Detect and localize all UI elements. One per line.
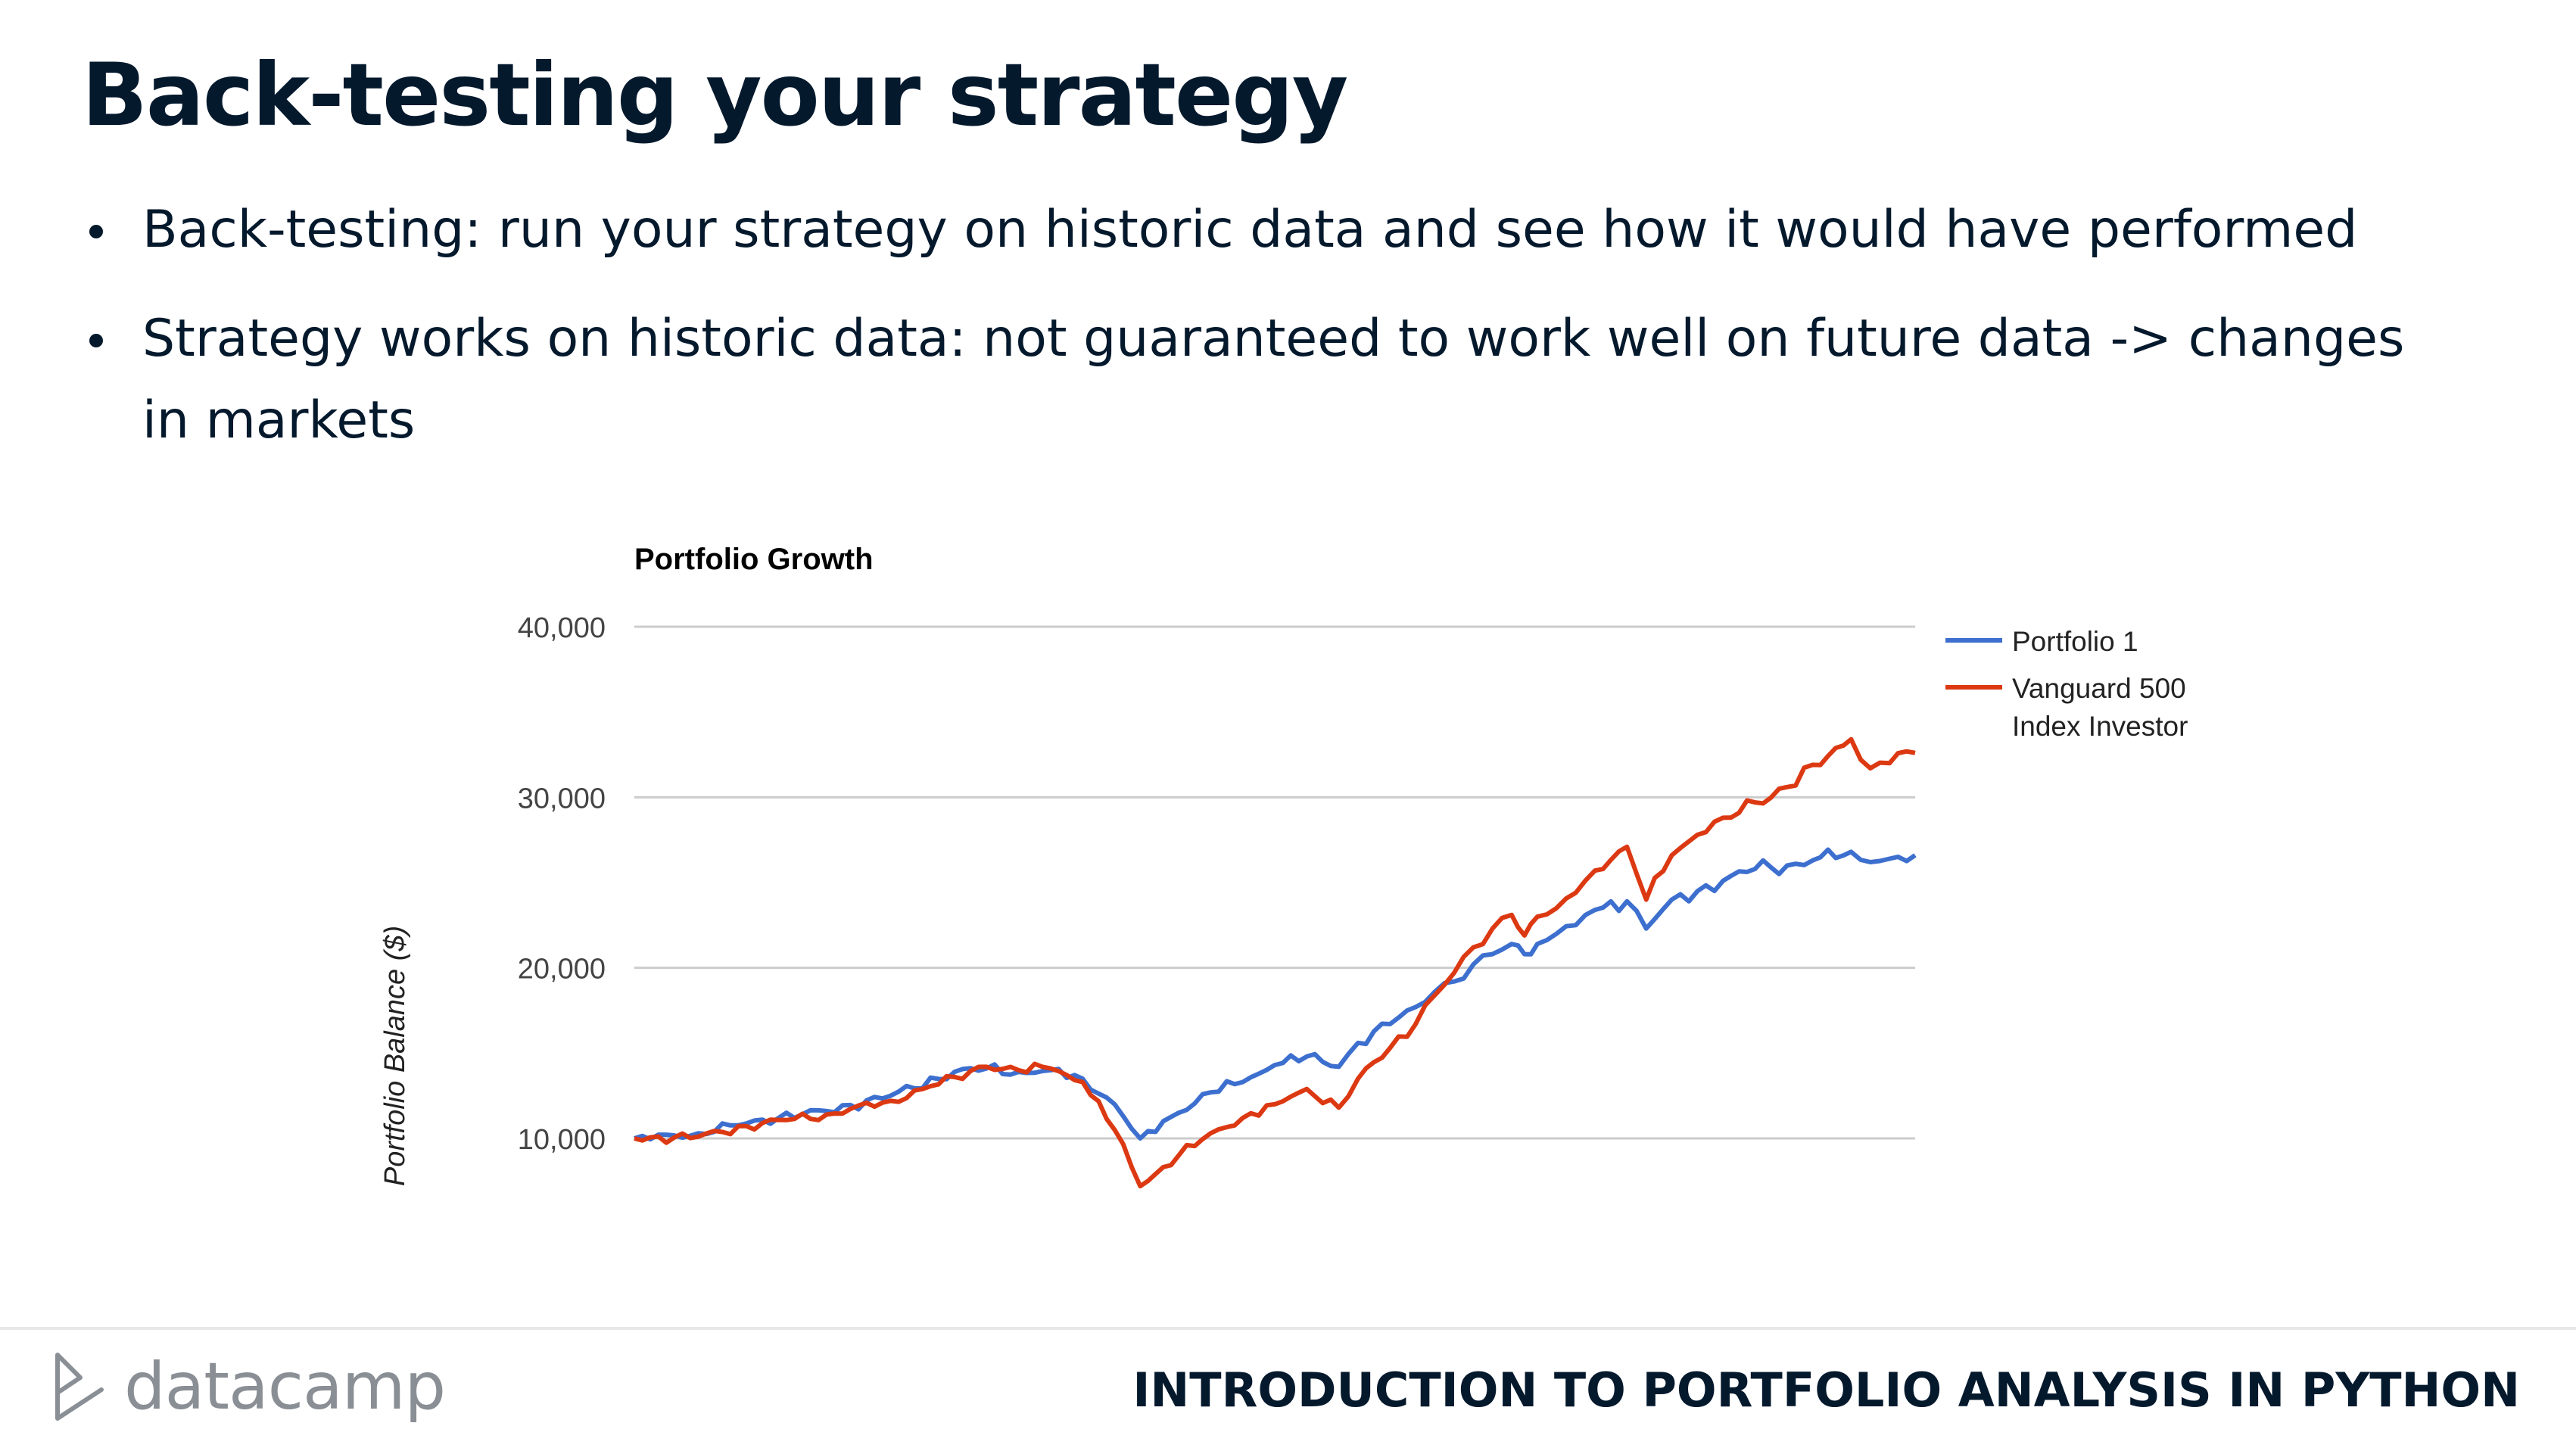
y-tick-label: 40,000 — [518, 612, 606, 644]
series-line-vanguard-500 — [634, 736, 1916, 1189]
footer-divider — [0, 1327, 2576, 1330]
series-line-portfolio-1 — [634, 847, 1917, 1142]
chart-gridlines — [634, 625, 1915, 1140]
y-tick-label: 30,000 — [518, 783, 606, 814]
bullet-list: Back-testing: run your strategy on histo… — [82, 189, 2466, 489]
bullet-item: Back-testing: run your strategy on histo… — [82, 189, 2466, 271]
legend-label-vanguard-500-line2: Index Investor — [2012, 711, 2188, 742]
datacamp-logo-icon — [55, 1353, 104, 1421]
datacamp-logo: datacamp — [48, 1349, 446, 1425]
bullet-item: Strategy works on historic data: not gua… — [82, 298, 2466, 462]
chart-series-lines — [634, 736, 1917, 1189]
y-axis-ticks: 10,000 20,000 30,000 40,000 — [518, 612, 606, 1156]
course-title: INTRODUCTION TO PORTFOLIO ANALYSIS IN PY… — [1132, 1362, 2520, 1418]
y-tick-label: 10,000 — [518, 1124, 606, 1156]
portfolio-growth-chart: 10,000 20,000 30,000 40,000 Portfolio Growt… — [379, 543, 2188, 1189]
legend-label-vanguard-500-line1: Vanguard 500 — [2012, 673, 2186, 704]
slide-title: Back-testing your strategy — [82, 45, 1348, 145]
logo-wordmark: datacamp — [124, 1349, 446, 1425]
y-axis-label: Portfolio Balance ($) — [379, 926, 411, 1186]
y-tick-label: 20,000 — [518, 954, 606, 985]
chart-legend: Portfolio 1 Vanguard 500 Index Investor — [1945, 626, 2188, 742]
legend-label-portfolio-1: Portfolio 1 — [2012, 626, 2138, 657]
chart-title: Portfolio Growth — [634, 543, 874, 576]
